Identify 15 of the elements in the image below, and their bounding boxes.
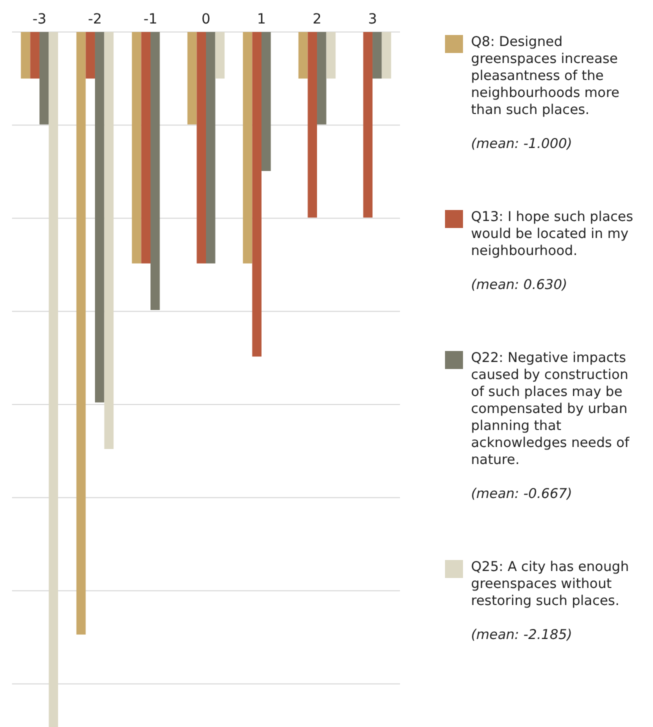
text: (mean: -0.667): [471, 486, 572, 502]
legend-label: Q22: Negative impacts caused by construction of such places may be compensated by urban planning that acknowledges needs of nature.: [471, 350, 631, 468]
x-tick-label: -3: [32, 11, 46, 28]
x-tick-label: -2: [88, 11, 102, 28]
legend-label: Q13: I hope such places would be located in my neighbourhood.: [471, 209, 634, 259]
text: (mean: -2.185): [471, 627, 572, 643]
x-tick-label: 0: [202, 11, 210, 28]
text: (mean: -1.000): [471, 136, 572, 152]
text: (mean: 0.630): [471, 277, 568, 293]
legend-label: Q25: A city has enough greenspaces without restoring such places.: [471, 559, 629, 609]
x-tick-label: -1: [144, 11, 158, 28]
x-tick-label: 2: [312, 11, 322, 28]
x-tick-label: 1: [257, 11, 266, 28]
x-tick-label: 3: [368, 11, 377, 28]
legend-label: Q8: Designed greenspaces increase pleasantness of the neighbourhoods more than such places.: [471, 34, 620, 118]
